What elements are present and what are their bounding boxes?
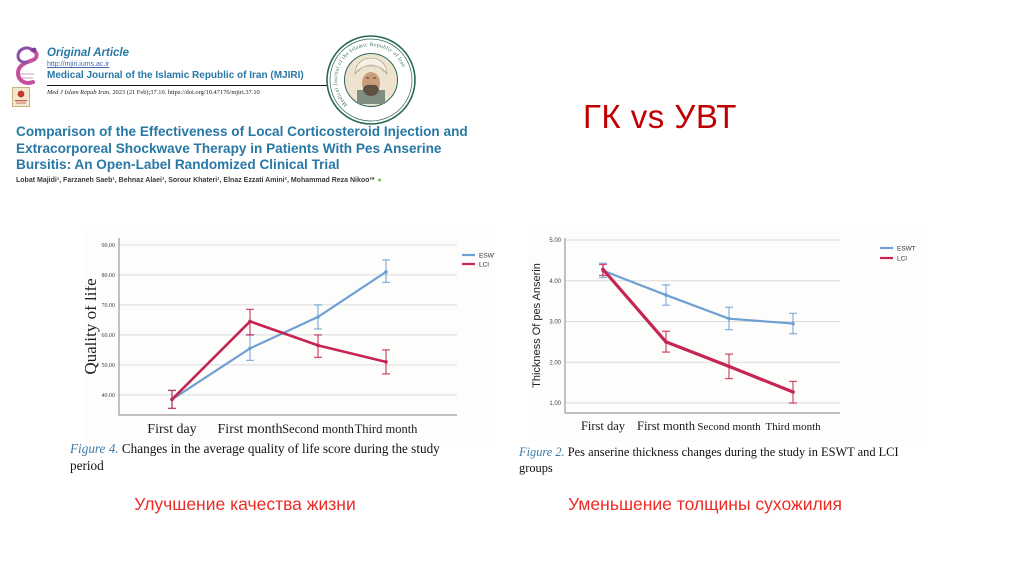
avicenna-portrait [354,57,388,104]
header-divider [47,85,327,87]
thickness-chart-svg: 1.00 2.00 3.00 4.00 5.00 First day First month… [531,238,916,433]
thickness-axes [564,238,840,414]
qol-lci-series [168,308,390,410]
thickness-ytick-label: 4.00 [549,279,561,285]
red-caption-right: Уменьшение толщины сухожилия [568,494,842,514]
journal-name: Medical Journal of the Islamic Republic … [47,70,304,81]
thickness-xtick-label: First day [581,419,626,433]
figure4-label: Figure 4. [70,441,119,456]
thickness-lci-point [664,340,668,344]
thickness-xtick-label: Second month [697,421,761,433]
qol-legend-label: ESWT [479,252,495,259]
qol-xtick-label: First day [147,422,196,437]
qol-lci-point [384,360,388,364]
qol-legend: ESWT LCI [462,252,498,268]
qol-lci-point [316,343,320,348]
journal-url-link[interactable]: http://mjiri.iums.ac.ir [47,61,110,68]
publisher-stamp-icon [12,87,30,107]
paper-title-line-3: Bursitis: An Open-Label Randomized Clini… [16,157,340,172]
thickness-eswt-point [727,316,731,321]
red-caption-left: Улучшение качества жизни [134,494,356,514]
pes-anserine-thickness-chart: 1.00 2.00 3.00 4.00 5.00 First day First month… [528,230,928,442]
thickness-ytick-label: 1.00 [549,401,561,407]
thickness-ylabel: Thickness Of pes Anserin [531,263,543,388]
thickness-xtick-label: First month [637,419,696,433]
thickness-ytick-label: 5.00 [549,238,561,244]
thickness-ytick-label: 2.00 [549,360,561,366]
qol-eswt-point [384,270,388,274]
qol-lci-point [170,397,174,402]
qol-legend-label: LCI [479,261,489,268]
journal-masthead: Original Article http://mjiri.iums.ac.ir… [47,47,327,81]
figure2-caption: Figure 2. Pes anserine thickness changes… [519,444,919,476]
thickness-legend-label: ESWT [897,245,916,252]
mjiri-logo [15,46,39,85]
figure2-label: Figure 2. [519,445,565,459]
qol-ytick-label: 60.00 [102,333,116,339]
qol-xtick-label: Third month [355,422,419,436]
thickness-lci-point [727,364,731,369]
thickness-eswt-line [601,269,795,325]
thickness-eswt-point [791,321,795,326]
qol-gridlines: 40.00 50.00 60.00 70.00 80.00 90.00 [102,243,457,399]
citation-journal-abbrev: Med J Islam Repub Iran. [47,89,111,96]
thickness-xtick-label: Third month [765,421,821,433]
qol-lci-line [170,320,388,401]
qol-ytick-label: 40.00 [102,393,116,399]
qol-ytick-label: 80.00 [102,273,116,279]
thickness-legend-label: LCI [897,255,907,262]
qol-xtick-label: First month [218,422,283,437]
authors-names: Lobat Majidi¹, Farzaneh Saeb¹, Behnaz Al… [16,177,375,184]
thickness-eswt-point [664,293,668,297]
thickness-lci-line [601,267,795,394]
paper-title: Comparison of the Effectiveness of Local… [16,124,476,174]
qol-axes [118,238,457,416]
figure4-text: Changes in the average quality of life s… [70,441,440,473]
qol-ytick-label: 90.00 [102,243,116,249]
qol-xtick-label: Second month [282,422,355,436]
thickness-lci-point [601,267,605,272]
avicenna-seal: Medical Journal of the Islamic Republic … [326,35,416,125]
quality-of-life-chart: 40.00 50.00 60.00 70.00 80.00 90.00 First day F… [81,230,498,442]
article-type-label: Original Article [47,47,130,59]
qol-xtick-labels: First day First month Second month Third mo… [147,422,418,437]
thickness-eswt-series [599,262,797,335]
citation-line: Med J Islam Repub Iran. 2023 (21 Feb);37… [47,89,260,96]
qol-ylabel: Quality of life [85,278,100,374]
orcid-icon: ● [377,177,382,184]
qol-eswt-series [168,259,390,410]
qol-eswt-point [316,315,320,319]
paper-title-line-1: Comparison of the Effectiveness of Local… [16,124,468,139]
slide-title: ГК vs УВТ [583,98,737,135]
qol-eswt-point [248,346,252,351]
qol-ytick-label: 70.00 [102,303,116,309]
paper-title-line-2: Extracorporeal Shockwave Therapy in Pati… [16,140,442,156]
qol-eswt-line [170,270,388,401]
thickness-xtick-labels: First day First month Second month Third mo… [581,419,821,433]
thickness-lci-series [599,263,797,404]
qol-lci-point [248,319,252,324]
thickness-lci-point [791,390,795,394]
figure4-caption: Figure 4. Changes in the average quality… [70,441,468,475]
qol-ytick-label: 50.00 [102,363,116,369]
figure2-text: Pes anserine thickness changes during th… [519,445,899,476]
thickness-legend: ESWT LCI [880,245,916,262]
thickness-ytick-label: 3.00 [549,320,561,326]
authors-line: Lobat Majidi¹, Farzaneh Saeb¹, Behnaz Al… [16,177,382,184]
citation-details: 2023 (21 Feb);37.10. https://doi.org/10.… [110,89,260,96]
